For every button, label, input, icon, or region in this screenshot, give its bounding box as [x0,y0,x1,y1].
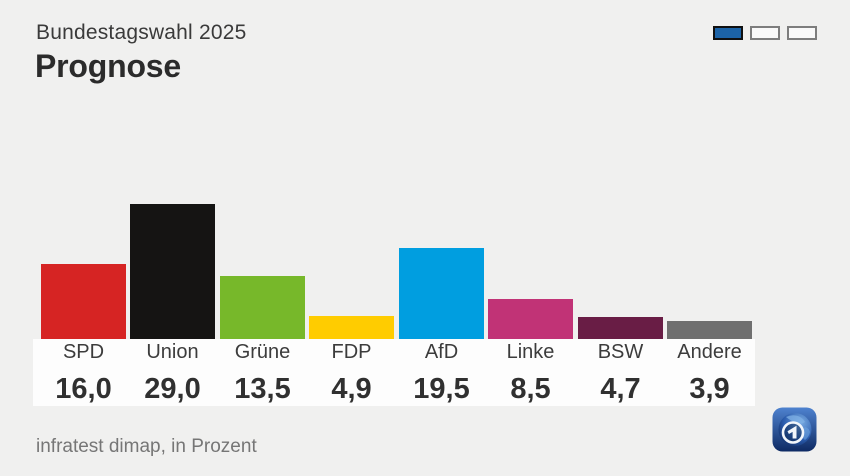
ard-one-icon [781,421,805,444]
page-indicator-1[interactable] [713,26,743,40]
bar-fdp [309,316,394,339]
category-label-grune: Grüne [234,341,291,363]
bar-spd [41,264,126,339]
category-label-spd: SPD [62,341,105,363]
category-label-linke: Linke [506,341,555,363]
tagesschau-logo [772,407,817,452]
value-label-linke: 8,5 [510,373,551,405]
value-label-grune: 13,5 [234,373,291,405]
pagination [713,26,817,40]
page-indicator-3[interactable] [787,26,817,40]
value-label-spd: 16,0 [55,373,112,405]
page-title: Prognose [35,48,181,84]
kicker-title: Bundestagswahl 2025 [36,21,247,44]
value-label-afd: 19,5 [413,373,470,405]
page-indicator-2[interactable] [750,26,780,40]
bar-andere [667,321,752,339]
category-label-union: Union [146,341,199,363]
bar-afd [399,248,484,339]
label-strip: SPD 16,0 Union 29,0 Grüne 13,5 FDP 4,9 AfD 19,5 Li… [33,339,755,406]
bar-linke [488,299,573,339]
category-label-andere: Andere [677,341,742,363]
bar-union [130,204,215,339]
bar-grune [220,276,305,339]
value-label-union: 29,0 [144,373,201,405]
category-label-bsw: BSW [597,341,644,363]
source-note: infratest dimap, in Prozent [36,436,257,457]
category-label-afd: AfD [424,341,459,363]
bar-bsw [578,317,663,339]
category-label-fdp: FDP [331,341,372,363]
value-label-andere: 3,9 [689,373,730,405]
value-label-fdp: 4,9 [331,373,372,405]
value-label-bsw: 4,7 [600,373,641,405]
